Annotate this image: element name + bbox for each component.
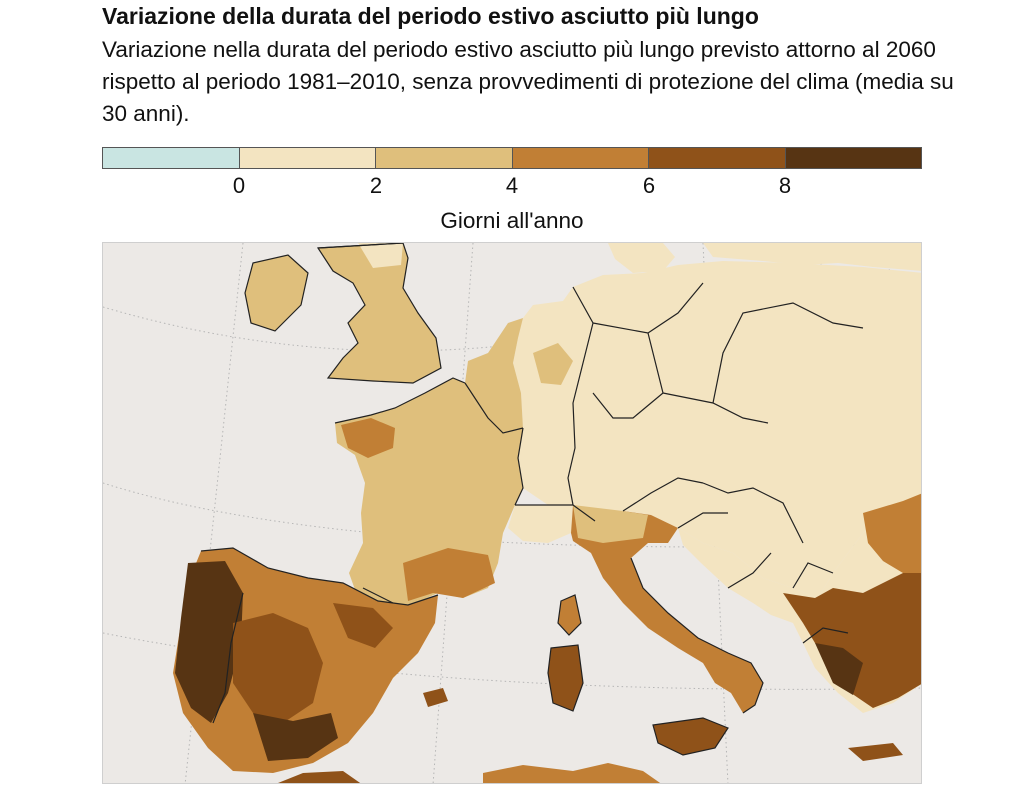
legend-swatch-2-4: [375, 148, 512, 168]
legend-tick: 8: [778, 173, 792, 198]
legend-tick: 2: [369, 173, 383, 198]
figure-subtitle: Variazione nella durata del periodo esti…: [102, 37, 954, 126]
color-legend-bar: [102, 147, 922, 169]
morocco-region: [278, 771, 361, 783]
north-africa-region: [483, 763, 661, 783]
italy-region: [571, 505, 763, 713]
legend-swatch-6-8: [648, 148, 785, 168]
sardinia: [548, 645, 583, 711]
corsica: [558, 595, 581, 635]
crete: [848, 743, 903, 761]
figure-title: Variazione della durata del periodo esti…: [102, 3, 759, 29]
legend-tick: 4: [505, 173, 519, 198]
great-britain-region: [318, 243, 441, 383]
greece-region: [783, 573, 921, 708]
north-italy-patch: [573, 505, 648, 543]
legend-swatch-above-8: [784, 148, 921, 168]
legend-tick: 0: [232, 173, 246, 198]
legend-tick: 6: [642, 173, 656, 198]
balkan-coast-patch: [863, 493, 921, 573]
legend-swatch-below-0: [103, 148, 239, 168]
denmark-region: [608, 243, 675, 273]
ireland-region: [245, 255, 308, 331]
alps-patch: [508, 505, 573, 543]
legend-swatch-4-6: [511, 148, 648, 168]
scotland-patch: [358, 243, 403, 268]
country-borders: [200, 243, 864, 756]
central-spain-dark-patch: [233, 613, 323, 723]
map-panel: [102, 242, 922, 784]
sicily: [653, 718, 728, 755]
balearics: [423, 688, 448, 707]
europe-map: [103, 243, 921, 783]
legend-swatch-0-2: [238, 148, 375, 168]
legend-unit-label: Giorni all'anno: [440, 208, 584, 233]
brittany-patch: [341, 418, 395, 458]
scandinavia-region: [703, 243, 921, 271]
peloponnese-dark: [815, 643, 863, 695]
south-france-patch: [403, 548, 495, 601]
ebro-patch: [333, 603, 393, 648]
germany-patch: [533, 343, 573, 385]
south-spain-dark-patch: [253, 713, 338, 761]
